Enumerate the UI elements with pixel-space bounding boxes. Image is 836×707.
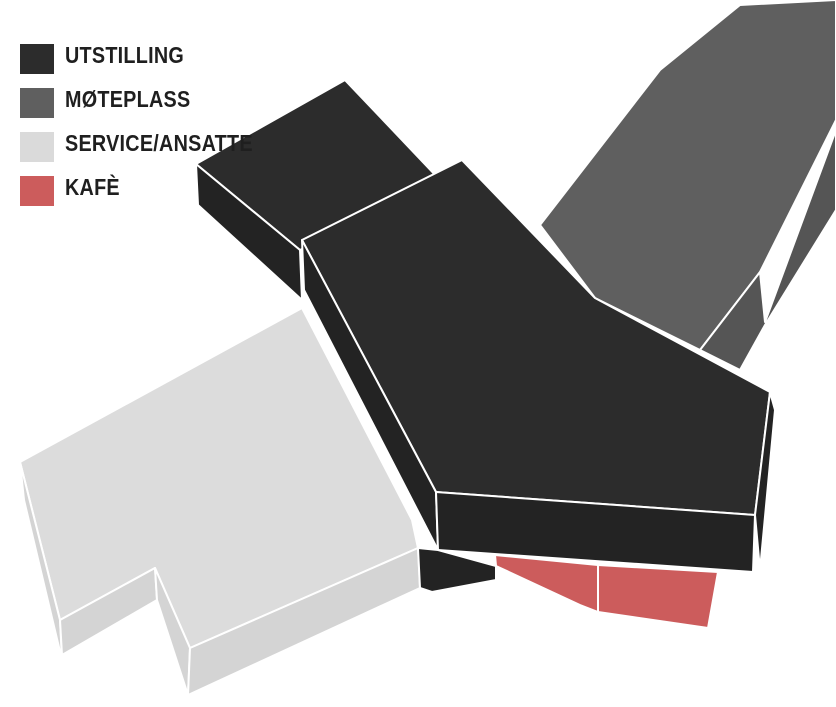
utstilling-main-right-face <box>754 391 776 571</box>
legend-swatch-kafe <box>20 176 54 206</box>
kafe-front-face-a <box>494 554 599 613</box>
legend-swatch-service <box>20 132 54 162</box>
kafe-front-face-b <box>597 564 719 629</box>
utstilling-volume <box>195 79 776 593</box>
legend-label-moteplass: MØTEPLASS <box>65 86 191 112</box>
legend-swatch-moteplass <box>20 88 54 118</box>
kafe-volume <box>494 554 719 629</box>
legend-label-utstilling: UTSTILLING <box>65 42 185 68</box>
legend-label-kafe: KAFÈ <box>65 174 120 200</box>
utstilling-lower-step-face <box>417 547 497 593</box>
service-side-face <box>19 461 63 661</box>
service-volume <box>19 307 421 696</box>
moteplass-volume <box>539 0 836 371</box>
legend-swatch-utstilling <box>20 44 54 74</box>
utstilling-rear-side-face <box>195 163 303 301</box>
legend-label-service: SERVICE/ANSATTE <box>65 130 253 156</box>
moteplass-top-face <box>539 0 836 351</box>
moteplass-side-face <box>699 129 836 371</box>
utstilling-main-front-face <box>435 491 756 573</box>
